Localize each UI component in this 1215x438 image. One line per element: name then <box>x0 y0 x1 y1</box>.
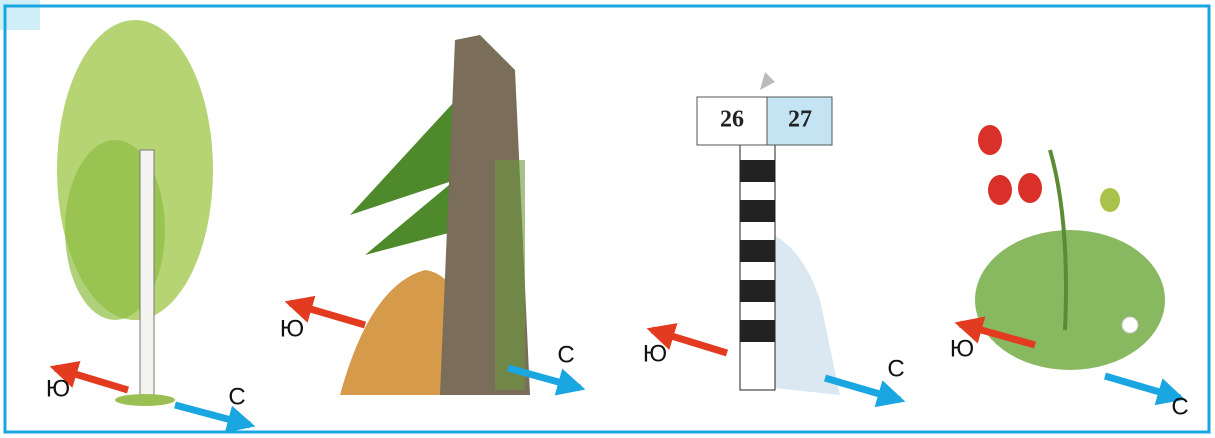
north-label: С <box>1171 393 1188 420</box>
sign-right: 27 <box>788 107 812 133</box>
sign-left: 26 <box>720 107 744 133</box>
south-label: Ю <box>46 375 70 402</box>
spruce <box>340 35 530 395</box>
post: 26 27 <box>697 72 840 395</box>
north-label: С <box>887 355 904 382</box>
birch <box>57 20 213 406</box>
south-label: Ю <box>643 340 667 367</box>
north-label: С <box>557 341 574 368</box>
south-label: Ю <box>950 335 974 362</box>
north-label: С <box>228 383 245 410</box>
illustration: 26 27 Ю С Ю С Ю С Ю С <box>0 0 1215 438</box>
south-label: Ю <box>280 315 304 342</box>
